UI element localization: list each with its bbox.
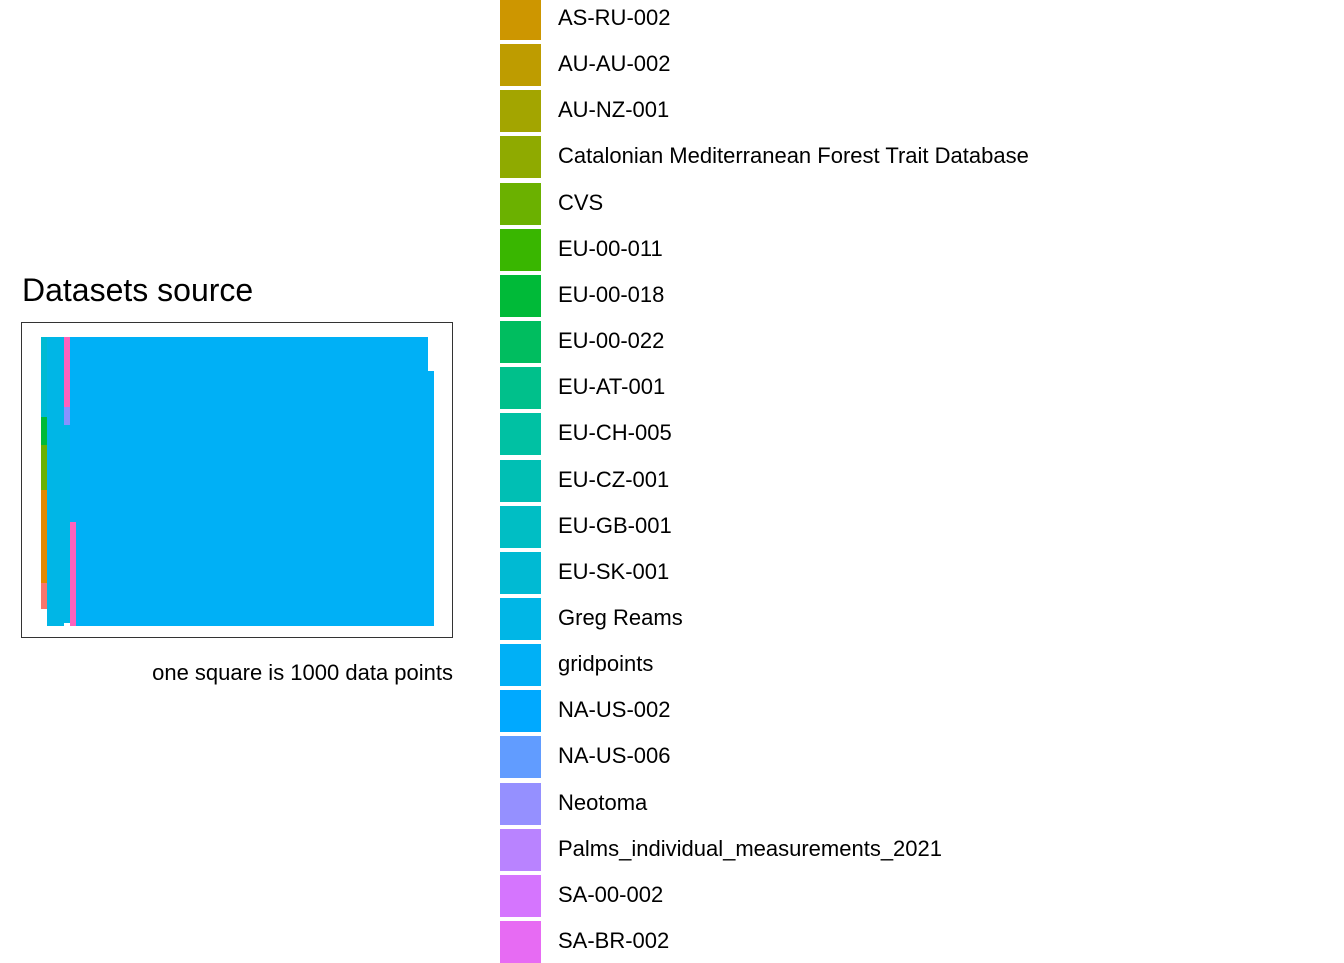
legend-label: NA-US-002 (558, 697, 671, 722)
legend-item: EU-00-022 (500, 321, 1300, 363)
waffle-strip (47, 337, 64, 626)
legend-swatch (500, 183, 541, 225)
legend: AS-RU-002 AU-AU-002 AU-NZ-001 Catalonian Me… (500, 0, 1340, 963)
legend-label: SA-BR-002 (558, 928, 670, 953)
legend-label: Catalonian Mediterranean Forest Trait Da… (558, 143, 1029, 168)
legend-swatch (500, 321, 541, 363)
waffle-strip (41, 337, 48, 417)
legend-item: Greg Reams (500, 598, 1300, 640)
legend-label: EU-GB-001 (558, 513, 672, 538)
legend-swatch (500, 90, 541, 132)
legend-item: SA-00-002 (500, 875, 1300, 917)
legend-label: CVS (558, 190, 604, 215)
waffle-panel (21, 322, 453, 638)
chart-title: Datasets source (22, 272, 254, 308)
legend-item: gridpoints (500, 644, 1300, 686)
legend-label: EU-SK-001 (558, 559, 670, 584)
legend-label: AS-RU-002 (558, 5, 671, 30)
legend-item: EU-CH-005 (500, 413, 1300, 455)
legend-swatch (500, 367, 541, 409)
legend-label: AU-AU-002 (558, 51, 671, 76)
legend-item: AS-RU-002 (500, 0, 1300, 40)
legend-label: EU-AT-001 (558, 374, 666, 399)
legend-item: EU-AT-001 (500, 367, 1300, 409)
legend-label: EU-00-018 (558, 282, 665, 307)
waffle-strip (64, 407, 70, 425)
legend-item: EU-00-018 (500, 275, 1300, 317)
legend-swatch (500, 0, 541, 40)
legend-label: Palms_individual_measurements_2021 (558, 836, 943, 861)
legend-label: gridpoints (558, 651, 654, 676)
legend-item: SA-BR-002 (500, 921, 1300, 963)
waffle-block (428, 371, 434, 522)
legend-item: NA-US-006 (500, 736, 1300, 778)
legend-swatch (500, 783, 541, 825)
waffle-strip (64, 337, 70, 407)
legend-swatch (500, 552, 541, 594)
legend-label: SA-00-002 (558, 882, 664, 907)
legend-swatch (500, 736, 541, 778)
waffle-strip (64, 425, 70, 623)
waffle-strip (41, 445, 48, 490)
legend-swatch (500, 460, 541, 502)
waffle-strip (41, 490, 48, 583)
legend-item: CVS (500, 183, 1300, 225)
legend-label: NA-US-006 (558, 743, 671, 768)
legend-item: EU-00-011 (500, 229, 1300, 271)
legend-swatch (500, 275, 541, 317)
chart-caption: one square is 1000 data points (152, 660, 453, 685)
legend-swatch (500, 829, 541, 871)
legend-item: EU-CZ-001 (500, 460, 1300, 502)
waffle-block (70, 337, 428, 522)
waffle-strip (70, 522, 76, 626)
legend-swatch (500, 44, 541, 86)
legend-item: EU-SK-001 (500, 552, 1300, 594)
legend-swatch (500, 921, 541, 963)
legend-swatch (500, 875, 541, 917)
legend-label: EU-00-011 (558, 236, 663, 261)
legend-item: EU-GB-001 (500, 506, 1300, 548)
legend-item: Neotoma (500, 783, 1300, 825)
legend-label: Greg Reams (558, 605, 683, 630)
legend-label: EU-CH-005 (558, 420, 672, 445)
legend-swatch (500, 413, 541, 455)
legend-swatch (500, 136, 541, 178)
waffle-block (76, 522, 434, 626)
waffle-strip (41, 417, 48, 445)
waffle-chart (41, 337, 434, 626)
legend-item: AU-AU-002 (500, 44, 1300, 86)
legend-swatch (500, 506, 541, 548)
legend-swatch (500, 598, 541, 640)
legend-swatch (500, 690, 541, 732)
legend-label: EU-00-022 (558, 328, 665, 353)
legend-item: AU-NZ-001 (500, 90, 1300, 132)
legend-item: Palms_individual_measurements_2021 (500, 829, 1300, 871)
legend-label: EU-CZ-001 (558, 467, 670, 492)
waffle-strip (41, 583, 48, 609)
legend-item: NA-US-002 (500, 690, 1300, 732)
legend-label: Neotoma (558, 790, 648, 815)
legend-swatch (500, 644, 541, 686)
legend-swatch (500, 229, 541, 271)
legend-item: Catalonian Mediterranean Forest Trait Da… (500, 136, 1300, 178)
legend-label: AU-NZ-001 (558, 97, 670, 122)
